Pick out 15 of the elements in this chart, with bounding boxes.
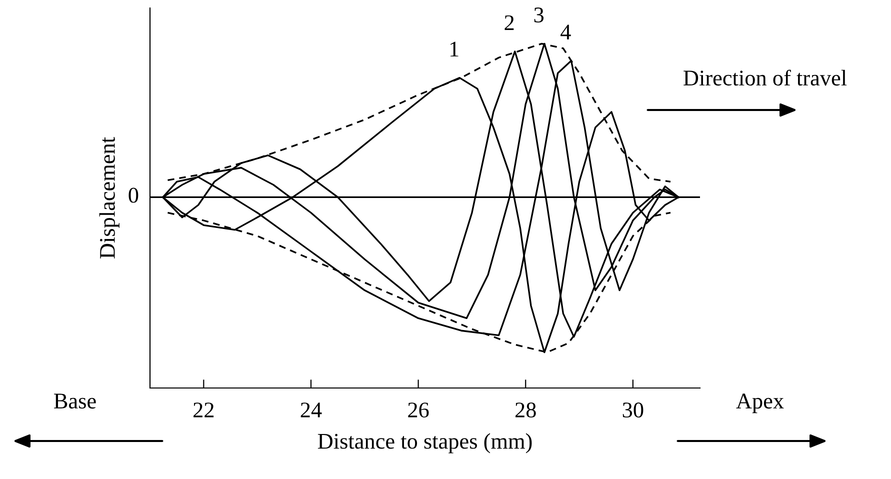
series-label: 4 <box>560 24 571 40</box>
x-tick-label: 30 <box>622 402 644 418</box>
x-tick-label: 22 <box>194 402 214 418</box>
x-tick-label: 28 <box>515 402 536 418</box>
text: Apex <box>736 394 784 414</box>
x-axis-title: Distance to stapes (mm) <box>318 433 532 454</box>
x-tick-label: 24 <box>300 402 322 418</box>
ref-line-label: 0 <box>128 188 138 203</box>
series-label: 2 <box>504 15 514 30</box>
text: Base <box>54 394 96 409</box>
series-label: 3 <box>534 8 544 22</box>
series-label: 1 <box>450 42 458 56</box>
x-tick-label: 26 <box>408 402 429 418</box>
annotation: Direction of travel <box>684 70 847 86</box>
y-axis-title: Displacement <box>99 137 120 258</box>
